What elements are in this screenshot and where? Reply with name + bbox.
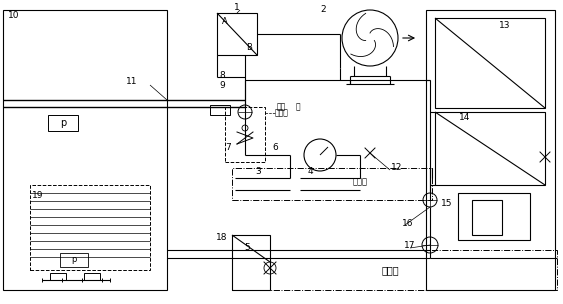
Bar (472, 200, 502, 235)
Text: 一: 一 (296, 102, 301, 112)
Bar (232, 250, 557, 290)
Bar (3, 10, 167, 290)
Bar (435, 112, 545, 185)
Bar (225, 107, 265, 162)
Text: 2: 2 (320, 5, 326, 15)
Text: 18: 18 (216, 233, 228, 243)
Text: 14: 14 (459, 113, 471, 123)
Bar (232, 168, 432, 200)
Text: 1: 1 (234, 4, 240, 12)
Text: 12: 12 (391, 164, 403, 172)
Text: p: p (72, 255, 77, 264)
Text: 7: 7 (225, 143, 231, 153)
Bar (84, 273, 100, 280)
Text: 管路二: 管路二 (352, 178, 368, 186)
Bar (458, 193, 530, 240)
Text: 管路三: 管路三 (381, 265, 399, 275)
Text: 11: 11 (126, 78, 138, 87)
Bar (60, 253, 88, 267)
Bar (48, 115, 78, 131)
Bar (50, 273, 66, 280)
Text: 10: 10 (8, 11, 20, 19)
Text: 15: 15 (441, 199, 453, 208)
Text: 13: 13 (499, 20, 511, 29)
Text: 6: 6 (272, 143, 278, 151)
Text: 3: 3 (255, 168, 261, 177)
Text: 4: 4 (307, 168, 313, 177)
Text: B: B (246, 43, 252, 51)
Text: 管路: 管路 (277, 102, 286, 112)
Bar (210, 105, 230, 115)
Text: 16: 16 (402, 219, 414, 227)
Bar (30, 185, 150, 270)
Text: 8: 8 (219, 71, 225, 80)
Text: 17: 17 (404, 240, 415, 250)
Text: 5: 5 (244, 244, 250, 253)
Bar (232, 235, 270, 290)
Bar (217, 13, 257, 55)
Text: 9: 9 (219, 81, 225, 89)
Text: p: p (60, 118, 66, 128)
Text: A: A (222, 18, 228, 26)
Bar (435, 18, 545, 108)
Bar (426, 10, 555, 290)
Text: 管路一: 管路一 (275, 109, 289, 118)
Text: 19: 19 (32, 191, 44, 199)
